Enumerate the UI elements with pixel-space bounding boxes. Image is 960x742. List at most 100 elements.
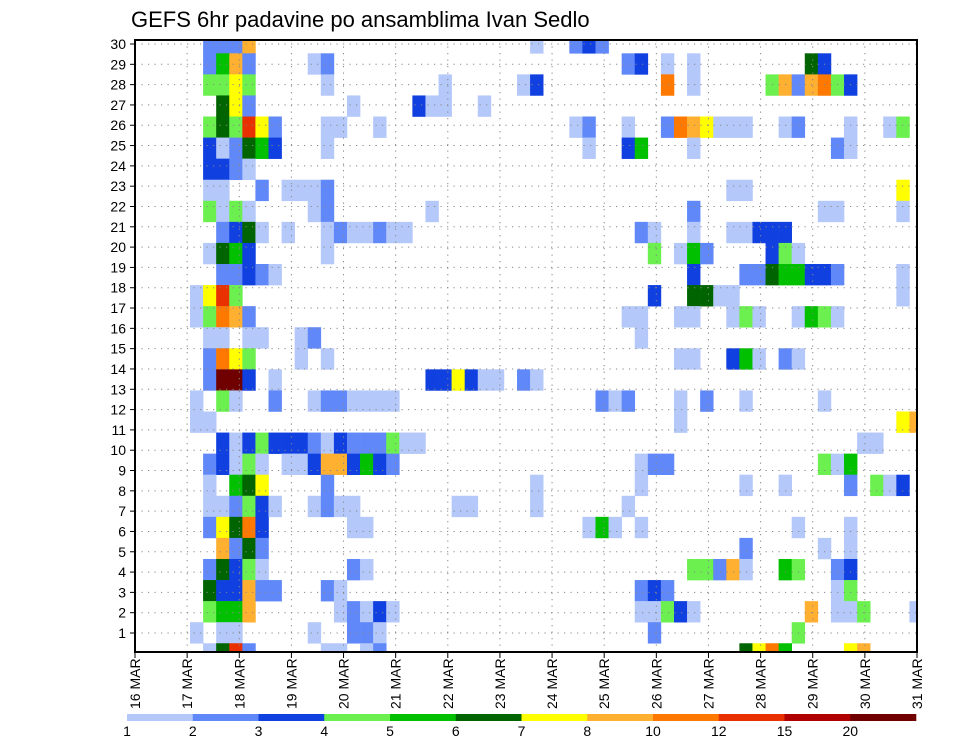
heatmap-cell bbox=[203, 200, 217, 223]
heatmap-cell bbox=[595, 40, 609, 54]
heatmap-cell bbox=[608, 390, 622, 412]
y-tick-label: 1 bbox=[118, 625, 126, 641]
heatmap-cell bbox=[634, 327, 649, 349]
heatmap-cell bbox=[517, 369, 531, 391]
heatmap-cell bbox=[281, 179, 295, 202]
heatmap-cell bbox=[360, 516, 374, 539]
heatmap-cell bbox=[242, 40, 256, 54]
heatmap-cell bbox=[673, 242, 688, 265]
colorbar-segment bbox=[587, 714, 654, 721]
heatmap-cell bbox=[242, 200, 256, 223]
heatmap-cell bbox=[216, 643, 230, 652]
heatmap-cell bbox=[229, 137, 243, 159]
heatmap-cell bbox=[333, 495, 348, 518]
colorbar-label: 7 bbox=[518, 723, 526, 739]
heatmap-cell bbox=[255, 432, 269, 454]
heatmap-cell bbox=[425, 95, 439, 117]
heatmap-cell bbox=[255, 137, 269, 159]
heatmap-cell bbox=[386, 432, 400, 454]
heatmap-cell bbox=[229, 580, 243, 602]
heatmap-cell bbox=[242, 95, 256, 117]
heatmap-cell bbox=[216, 622, 230, 644]
y-tick-label: 23 bbox=[110, 178, 126, 194]
heatmap-cell bbox=[830, 558, 845, 581]
heatmap-cell bbox=[216, 158, 230, 181]
colorbar-label: 12 bbox=[711, 723, 727, 739]
heatmap-cell bbox=[307, 453, 322, 475]
heatmap-cell bbox=[844, 643, 858, 652]
heatmap-cell bbox=[333, 643, 348, 652]
heatmap-cell bbox=[216, 285, 230, 307]
heatmap-cell bbox=[268, 137, 282, 159]
heatmap-cell bbox=[530, 40, 544, 54]
heatmap-cell bbox=[307, 390, 322, 412]
colorbar-segment bbox=[127, 714, 194, 721]
heatmap-cell bbox=[294, 453, 309, 475]
heatmap-cell bbox=[216, 516, 230, 539]
heatmap-cell bbox=[765, 643, 779, 652]
heatmap-cell bbox=[804, 264, 819, 286]
heatmap-cell bbox=[333, 580, 348, 602]
heatmap-cell bbox=[582, 137, 596, 159]
heatmap-cell bbox=[320, 242, 335, 265]
heatmap-cell bbox=[373, 221, 387, 244]
heatmap-cell bbox=[229, 601, 243, 623]
heatmap-cell bbox=[909, 601, 917, 623]
heatmap-cell bbox=[242, 643, 256, 652]
heatmap-cell bbox=[817, 306, 832, 328]
heatmap-cell bbox=[569, 116, 583, 138]
heatmap-cell bbox=[307, 432, 322, 454]
x-tick-label: 27 MAR bbox=[700, 658, 716, 709]
heatmap-cell bbox=[896, 411, 910, 433]
heatmap-cell bbox=[490, 369, 505, 391]
heatmap-cell bbox=[294, 179, 309, 202]
heatmap-cell bbox=[203, 74, 217, 96]
heatmap-cell bbox=[216, 369, 230, 391]
heatmap-cell bbox=[346, 516, 361, 539]
heatmap-cell bbox=[320, 200, 335, 223]
heatmap-cell bbox=[765, 221, 779, 244]
heatmap-cell bbox=[660, 53, 675, 75]
heatmap-cell bbox=[229, 158, 243, 181]
chart-title: GEFS 6hr padavine po ansamblima Ivan Sed… bbox=[131, 7, 590, 32]
heatmap-cell bbox=[346, 558, 361, 581]
heatmap-cell bbox=[791, 242, 806, 265]
colorbar-label: 20 bbox=[842, 723, 858, 739]
heatmap-cell bbox=[216, 242, 230, 265]
heatmap-cell bbox=[700, 285, 714, 307]
y-tick-label: 21 bbox=[110, 219, 126, 235]
heatmap-cell bbox=[229, 53, 243, 75]
heatmap-cell bbox=[660, 74, 675, 96]
heatmap-cell bbox=[242, 242, 256, 265]
heatmap-cell bbox=[438, 95, 452, 117]
heatmap-cell bbox=[373, 432, 387, 454]
grid-lines bbox=[135, 40, 917, 652]
heatmap-cell bbox=[687, 285, 701, 307]
heatmap-cell bbox=[726, 221, 740, 244]
heatmap-cell bbox=[346, 432, 361, 454]
heatmap-cell bbox=[190, 411, 204, 433]
heatmap-cell bbox=[726, 116, 740, 138]
heatmap-cell bbox=[242, 327, 256, 349]
heatmap-cell bbox=[778, 242, 792, 265]
heatmap-cell bbox=[647, 221, 662, 244]
heatmap-cell bbox=[752, 264, 766, 286]
heatmap-cell bbox=[242, 580, 256, 602]
heatmap-cell bbox=[621, 390, 636, 412]
heatmap-cell bbox=[739, 264, 753, 286]
heatmap-cell bbox=[438, 74, 452, 96]
heatmap-cell bbox=[386, 601, 400, 623]
heatmap-cell bbox=[386, 390, 400, 412]
heatmap-cell bbox=[451, 369, 465, 391]
heatmap-cell bbox=[530, 495, 544, 518]
colorbar-segment bbox=[390, 714, 457, 721]
heatmap-cell bbox=[791, 306, 806, 328]
heatmap-cell bbox=[281, 221, 295, 244]
heatmap-cell bbox=[242, 264, 256, 286]
heatmap-cell bbox=[791, 116, 806, 138]
y-tick-label: 24 bbox=[110, 158, 126, 174]
heatmap-cell bbox=[333, 116, 348, 138]
heatmap-cell bbox=[229, 537, 243, 560]
heatmap-cell bbox=[360, 601, 374, 623]
heatmap-cell bbox=[713, 558, 727, 581]
